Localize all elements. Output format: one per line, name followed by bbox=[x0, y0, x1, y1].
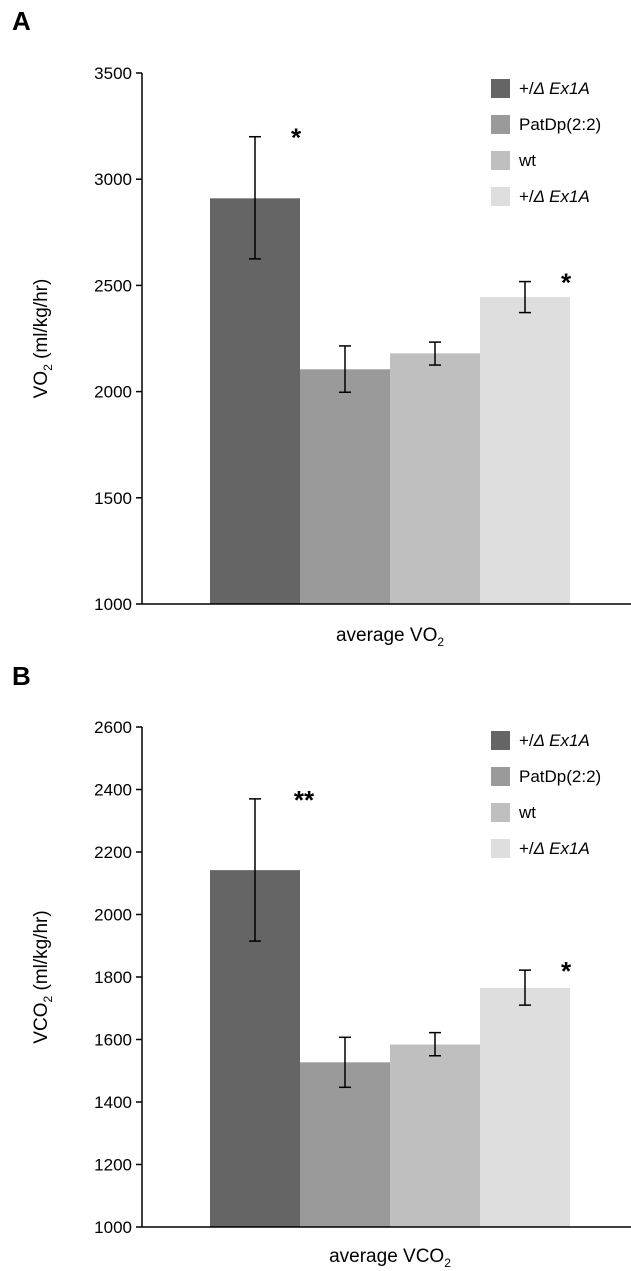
legend-label: wt bbox=[518, 803, 536, 822]
y-axis-label-unit: (ml/kg/hr) bbox=[31, 910, 52, 996]
bar-1 bbox=[210, 198, 300, 605]
error-bar-4 bbox=[519, 280, 531, 314]
legend-label: +/Δ Ex1A bbox=[519, 79, 590, 98]
legend-label-text: PatDp(2:2) bbox=[519, 115, 601, 134]
legend-entry-1: +/Δ Ex1A bbox=[491, 79, 590, 98]
error-bar-2 bbox=[339, 1036, 351, 1089]
bar-4 bbox=[480, 987, 570, 1227]
error-bar-4 bbox=[519, 969, 531, 1006]
y-tick-label: 1500 bbox=[94, 489, 132, 508]
x-axis-label-text: average VO bbox=[336, 625, 437, 646]
y-tick-label: 2400 bbox=[94, 781, 132, 800]
bar-3 bbox=[390, 1044, 480, 1227]
legend-label-italic: Δ Ex1A bbox=[533, 79, 590, 98]
y-tick-label: 2000 bbox=[94, 906, 132, 925]
panel-label: A bbox=[12, 6, 31, 36]
significance-label: * bbox=[561, 268, 572, 298]
y-axis-label-text: VCO bbox=[31, 1003, 52, 1044]
y-tick-label: 1800 bbox=[94, 968, 132, 987]
bar-4 bbox=[480, 297, 570, 604]
significance-label: ** bbox=[294, 785, 315, 815]
y-tick-label: 1000 bbox=[94, 595, 132, 614]
y-tick-label: 2200 bbox=[94, 843, 132, 862]
legend-label-text: +/ bbox=[519, 187, 534, 206]
legend-entry-2: PatDp(2:2) bbox=[491, 115, 601, 134]
legend-entry-4: +/Δ Ex1A bbox=[491, 839, 590, 858]
legend-label: +/Δ Ex1A bbox=[519, 187, 590, 206]
bar-2 bbox=[300, 1062, 390, 1227]
legend-label: PatDp(2:2) bbox=[519, 115, 601, 134]
y-tick-label: 3000 bbox=[94, 170, 132, 189]
legend-label-text: PatDp(2:2) bbox=[519, 767, 601, 786]
legend-swatch bbox=[491, 839, 510, 858]
bar-2 bbox=[300, 369, 390, 604]
y-tick-label: 2600 bbox=[94, 718, 132, 737]
y-tick-label: 3500 bbox=[94, 64, 132, 83]
y-axis-label-subscript: 2 bbox=[41, 364, 55, 371]
legend-label-text: +/ bbox=[519, 839, 534, 858]
legend-label-italic: Δ Ex1A bbox=[533, 839, 590, 858]
y-tick-label: 1200 bbox=[94, 1156, 132, 1175]
legend-swatch bbox=[491, 803, 510, 822]
legend-label-text: +/ bbox=[519, 731, 534, 750]
legend-label-text: wt bbox=[518, 151, 536, 170]
legend-swatch bbox=[491, 187, 510, 206]
y-axis-label-unit: (ml/kg/hr) bbox=[31, 279, 52, 365]
legend-swatch bbox=[491, 79, 510, 98]
error-bar-2 bbox=[339, 345, 351, 393]
chart-panel-b: B100012001400160018002000220024002600***… bbox=[12, 661, 631, 1270]
y-tick-label: 1000 bbox=[94, 1218, 132, 1237]
y-tick-label: 2000 bbox=[94, 383, 132, 402]
y-axis-label: VO2 (ml/kg/hr) bbox=[31, 279, 55, 399]
error-bar-3 bbox=[429, 1031, 441, 1057]
x-axis-label-subscript: 2 bbox=[444, 1256, 451, 1270]
error-bar-1 bbox=[249, 135, 261, 260]
legend-entry-4: +/Δ Ex1A bbox=[491, 187, 590, 206]
legend-swatch bbox=[491, 767, 510, 786]
legend-label-italic: Δ Ex1A bbox=[533, 731, 590, 750]
legend-entry-3: wt bbox=[491, 803, 536, 822]
y-axis-label: VCO2 (ml/kg/hr) bbox=[31, 910, 55, 1043]
legend-label: +/Δ Ex1A bbox=[519, 731, 590, 750]
x-axis-label-text: average VCO bbox=[329, 1246, 444, 1267]
x-axis-label-subscript: 2 bbox=[437, 635, 444, 649]
legend-entry-3: wt bbox=[491, 151, 536, 170]
legend-swatch bbox=[491, 115, 510, 134]
y-axis-label-text: VO bbox=[31, 371, 52, 398]
legend-label: wt bbox=[518, 151, 536, 170]
legend-entry-1: +/Δ Ex1A bbox=[491, 731, 590, 750]
y-tick-label: 2500 bbox=[94, 276, 132, 295]
legend-swatch bbox=[491, 151, 510, 170]
y-tick-label: 1600 bbox=[94, 1031, 132, 1050]
significance-label: * bbox=[291, 123, 302, 153]
legend-label-italic: Δ Ex1A bbox=[533, 187, 590, 206]
y-axis-label-subscript: 2 bbox=[41, 996, 55, 1003]
legend-label-text: +/ bbox=[519, 79, 534, 98]
legend-label: PatDp(2:2) bbox=[519, 767, 601, 786]
error-bar-3 bbox=[429, 341, 441, 366]
y-tick-label: 1400 bbox=[94, 1093, 132, 1112]
panel-label: B bbox=[12, 661, 31, 691]
legend-entry-2: PatDp(2:2) bbox=[491, 767, 601, 786]
legend-swatch bbox=[491, 731, 510, 750]
significance-label: * bbox=[561, 956, 572, 986]
error-bar-1 bbox=[249, 798, 261, 942]
legend-label-text: wt bbox=[518, 803, 536, 822]
x-axis-label: average VCO2 bbox=[329, 1246, 451, 1270]
legend-label: +/Δ Ex1A bbox=[519, 839, 590, 858]
x-axis-label: average VO2 bbox=[336, 625, 444, 649]
bar-3 bbox=[390, 353, 480, 604]
